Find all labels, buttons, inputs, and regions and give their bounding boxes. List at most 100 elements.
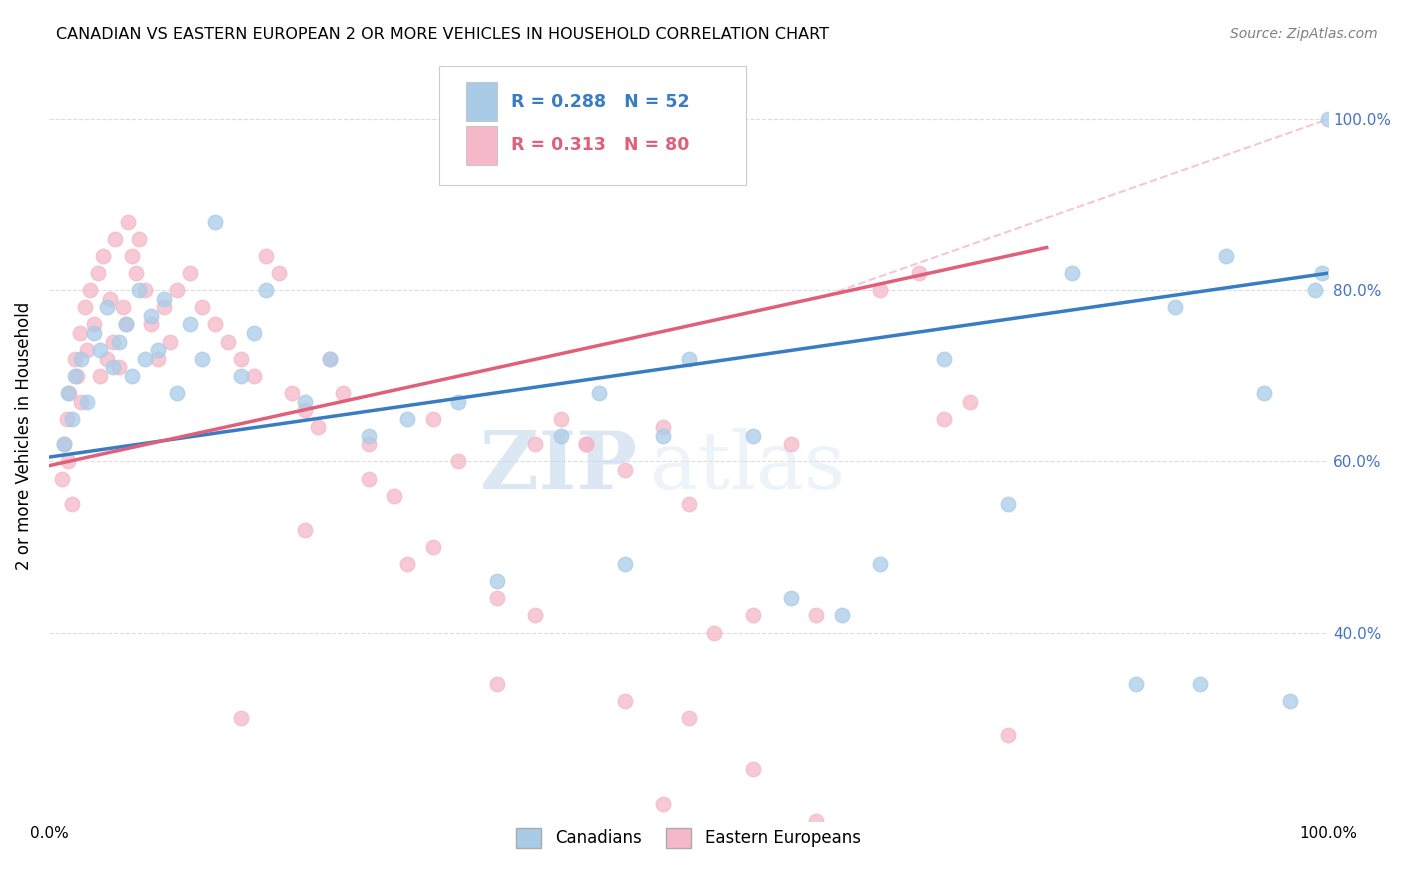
Point bbox=[128, 232, 150, 246]
Legend: Canadians, Eastern Europeans: Canadians, Eastern Europeans bbox=[510, 822, 868, 855]
Point bbox=[79, 283, 101, 297]
Point bbox=[703, 625, 725, 640]
Point bbox=[112, 301, 135, 315]
Point bbox=[447, 454, 470, 468]
Point bbox=[485, 677, 508, 691]
Text: ZIP: ZIP bbox=[481, 427, 637, 506]
Point bbox=[1163, 301, 1185, 315]
Point bbox=[121, 249, 143, 263]
Point bbox=[53, 437, 76, 451]
Point bbox=[146, 343, 169, 358]
Point bbox=[89, 368, 111, 383]
Point bbox=[1278, 694, 1301, 708]
Point bbox=[550, 428, 572, 442]
Y-axis label: 2 or more Vehicles in Household: 2 or more Vehicles in Household bbox=[15, 301, 32, 570]
Point bbox=[780, 591, 803, 606]
Point bbox=[76, 394, 98, 409]
Point bbox=[613, 694, 636, 708]
Point bbox=[934, 411, 956, 425]
Point bbox=[191, 351, 214, 366]
Point bbox=[56, 454, 79, 468]
Point bbox=[141, 309, 163, 323]
FancyBboxPatch shape bbox=[465, 82, 496, 120]
Point bbox=[101, 360, 124, 375]
Point bbox=[1253, 386, 1275, 401]
Point bbox=[575, 437, 598, 451]
Point bbox=[831, 608, 853, 623]
Point bbox=[422, 411, 444, 425]
Point bbox=[51, 471, 73, 485]
Point bbox=[134, 351, 156, 366]
Point bbox=[652, 420, 675, 434]
Point bbox=[179, 266, 201, 280]
Point bbox=[229, 351, 252, 366]
Point bbox=[1215, 249, 1237, 263]
Point bbox=[70, 351, 93, 366]
Point bbox=[146, 351, 169, 366]
Point bbox=[108, 360, 131, 375]
Point bbox=[869, 283, 891, 297]
Point bbox=[294, 523, 316, 537]
Point bbox=[91, 249, 114, 263]
Point bbox=[422, 540, 444, 554]
Point bbox=[83, 318, 105, 332]
Point bbox=[934, 351, 956, 366]
Point bbox=[1125, 677, 1147, 691]
Point bbox=[204, 215, 226, 229]
Point bbox=[96, 351, 118, 366]
Point bbox=[1062, 266, 1084, 280]
Point bbox=[382, 489, 405, 503]
Point bbox=[86, 266, 108, 280]
Point bbox=[100, 292, 122, 306]
Point bbox=[108, 334, 131, 349]
Point bbox=[217, 334, 239, 349]
Point bbox=[294, 403, 316, 417]
Point bbox=[56, 411, 79, 425]
Text: R = 0.288   N = 52: R = 0.288 N = 52 bbox=[510, 93, 689, 111]
Point bbox=[83, 326, 105, 340]
Point bbox=[254, 283, 277, 297]
Point bbox=[997, 728, 1019, 742]
Point bbox=[281, 386, 304, 401]
Text: Source: ZipAtlas.com: Source: ZipAtlas.com bbox=[1230, 27, 1378, 41]
Point bbox=[63, 368, 86, 383]
Point bbox=[524, 608, 547, 623]
Point bbox=[141, 318, 163, 332]
Point bbox=[125, 266, 148, 280]
Point bbox=[319, 351, 342, 366]
Text: CANADIAN VS EASTERN EUROPEAN 2 OR MORE VEHICLES IN HOUSEHOLD CORRELATION CHART: CANADIAN VS EASTERN EUROPEAN 2 OR MORE V… bbox=[56, 27, 830, 42]
Point bbox=[806, 608, 828, 623]
Point bbox=[101, 334, 124, 349]
Point bbox=[1310, 266, 1333, 280]
Text: atlas: atlas bbox=[650, 427, 845, 506]
Point bbox=[588, 386, 610, 401]
Point bbox=[997, 497, 1019, 511]
Text: R = 0.313   N = 80: R = 0.313 N = 80 bbox=[510, 136, 689, 154]
Point bbox=[332, 386, 354, 401]
Point bbox=[66, 368, 89, 383]
Point bbox=[73, 301, 96, 315]
Point bbox=[319, 351, 342, 366]
Point bbox=[269, 266, 291, 280]
Point bbox=[447, 394, 470, 409]
Point bbox=[121, 368, 143, 383]
Point bbox=[229, 368, 252, 383]
FancyBboxPatch shape bbox=[439, 66, 747, 186]
Point bbox=[60, 497, 83, 511]
Point bbox=[396, 411, 419, 425]
Point bbox=[780, 437, 803, 451]
Point bbox=[959, 394, 981, 409]
Point bbox=[1305, 283, 1327, 297]
Point bbox=[652, 797, 675, 811]
Point bbox=[254, 249, 277, 263]
Point bbox=[60, 411, 83, 425]
Point bbox=[678, 711, 700, 725]
Point bbox=[294, 394, 316, 409]
Point bbox=[485, 591, 508, 606]
Point bbox=[613, 557, 636, 571]
Point bbox=[242, 368, 264, 383]
Point bbox=[114, 318, 136, 332]
Point bbox=[357, 428, 380, 442]
Point bbox=[242, 326, 264, 340]
Point bbox=[1189, 677, 1212, 691]
